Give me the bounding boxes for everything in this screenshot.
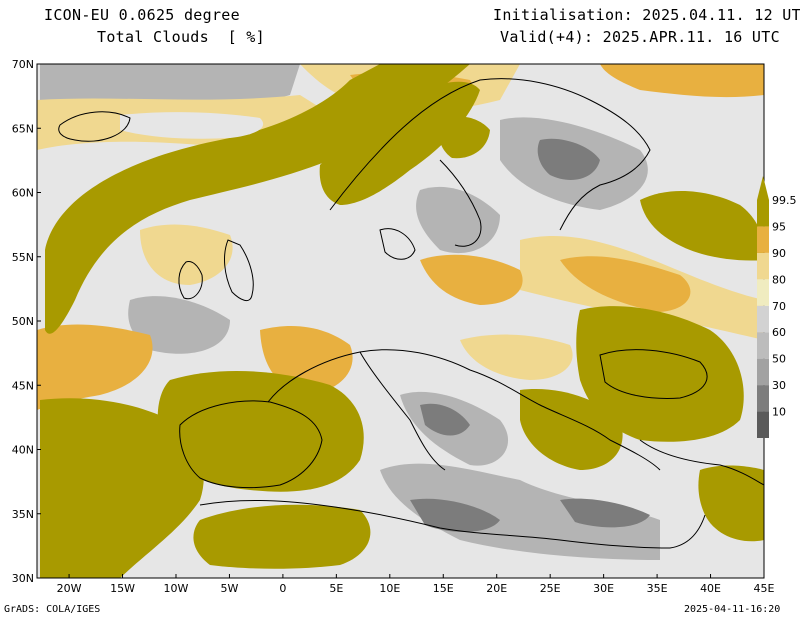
model-title: ICON-EU 0.0625 degree bbox=[44, 6, 240, 24]
legend-swatch bbox=[757, 305, 769, 333]
lon-tick-label: 20W bbox=[57, 582, 82, 595]
coastlines bbox=[58, 78, 764, 549]
legend-label: 95 bbox=[772, 220, 786, 233]
lon-tick-label: 20E bbox=[486, 582, 507, 595]
field-title: Total Clouds [ %] bbox=[97, 28, 265, 46]
lon-tick-label: 10W bbox=[164, 582, 189, 595]
clear-patch-iceland bbox=[120, 112, 264, 139]
lon-tick-label: 5E bbox=[329, 582, 343, 595]
latitude-ticks: 30N 35N 40N 45N 50N 55N 60N 65N 70N bbox=[12, 58, 41, 585]
init-time: Initialisation: 2025.04.11. 12 UTC bbox=[493, 6, 800, 24]
longitude-ticks: 20W 15W 10W 5W 0 5E 10E 15E 20E 25E 30E 35E 40E 45E bbox=[57, 574, 775, 595]
legend-swatch bbox=[757, 200, 769, 227]
lat-tick-label: 50N bbox=[12, 315, 34, 328]
valid-time: Valid(+4): 2025.APR.11. 16 UTC bbox=[500, 28, 780, 46]
coast-italy bbox=[359, 351, 446, 471]
legend-label: 99.5 bbox=[772, 194, 797, 207]
coast-great-britain bbox=[224, 239, 254, 302]
lat-tick-label: 40N bbox=[12, 444, 34, 457]
legend-swatch bbox=[757, 279, 769, 306]
coast-iceland bbox=[58, 111, 131, 142]
legend-label: 50 bbox=[772, 353, 786, 366]
lat-tick-label: 60N bbox=[12, 187, 34, 200]
lon-tick-label: 5W bbox=[221, 582, 239, 595]
legend-swatch bbox=[757, 358, 769, 386]
legend-swatch bbox=[757, 226, 769, 253]
lat-tick-label: 35N bbox=[12, 508, 34, 521]
coast-anatolia bbox=[639, 439, 764, 486]
coast-black-sea bbox=[599, 349, 708, 399]
coast-iberia bbox=[179, 400, 323, 489]
coast-ireland bbox=[178, 261, 203, 300]
legend-swatch bbox=[757, 411, 769, 438]
legend-label: 60 bbox=[772, 326, 786, 339]
legend-label: 30 bbox=[772, 379, 786, 392]
lat-tick-label: 65N bbox=[12, 122, 34, 135]
legend-swatch bbox=[757, 332, 769, 359]
lat-tick-label: 70N bbox=[12, 58, 34, 71]
coast-north-africa bbox=[199, 499, 706, 549]
lon-tick-label: 0 bbox=[279, 582, 286, 595]
lon-tick-label: 15E bbox=[433, 582, 454, 595]
cloud-layer-dark bbox=[410, 138, 650, 532]
lat-tick-label: 30N bbox=[12, 572, 34, 585]
lon-tick-label: 40E bbox=[700, 582, 721, 595]
legend-swatch bbox=[757, 385, 769, 412]
lon-tick-label: 30E bbox=[593, 582, 614, 595]
legend-label: 80 bbox=[772, 273, 786, 286]
coast-baltic bbox=[439, 159, 482, 247]
lon-tick-label: 15W bbox=[110, 582, 135, 595]
coast-denmark bbox=[379, 228, 416, 260]
legend-swatch bbox=[757, 252, 769, 280]
legend-label: 90 bbox=[772, 247, 786, 260]
color-legend: 10 30 50 60 70 80 90 95 99.5 bbox=[757, 176, 797, 438]
footer-credit: GrADS: COLA/IGES bbox=[4, 604, 101, 615]
legend-label: 10 bbox=[772, 406, 786, 419]
lon-tick-label: 10E bbox=[379, 582, 400, 595]
lat-tick-label: 45N bbox=[12, 379, 34, 392]
footer-timestamp: 2025-04-11-16:20 bbox=[684, 604, 781, 615]
lat-tick-label: 55N bbox=[12, 251, 34, 264]
lon-tick-label: 45E bbox=[754, 582, 775, 595]
coast-scandinavia bbox=[329, 78, 651, 231]
coast-southern-europe bbox=[267, 349, 661, 471]
legend-label: 70 bbox=[772, 300, 786, 313]
legend-arrow bbox=[757, 176, 769, 200]
lon-tick-label: 35E bbox=[647, 582, 668, 595]
lon-tick-label: 25E bbox=[540, 582, 561, 595]
